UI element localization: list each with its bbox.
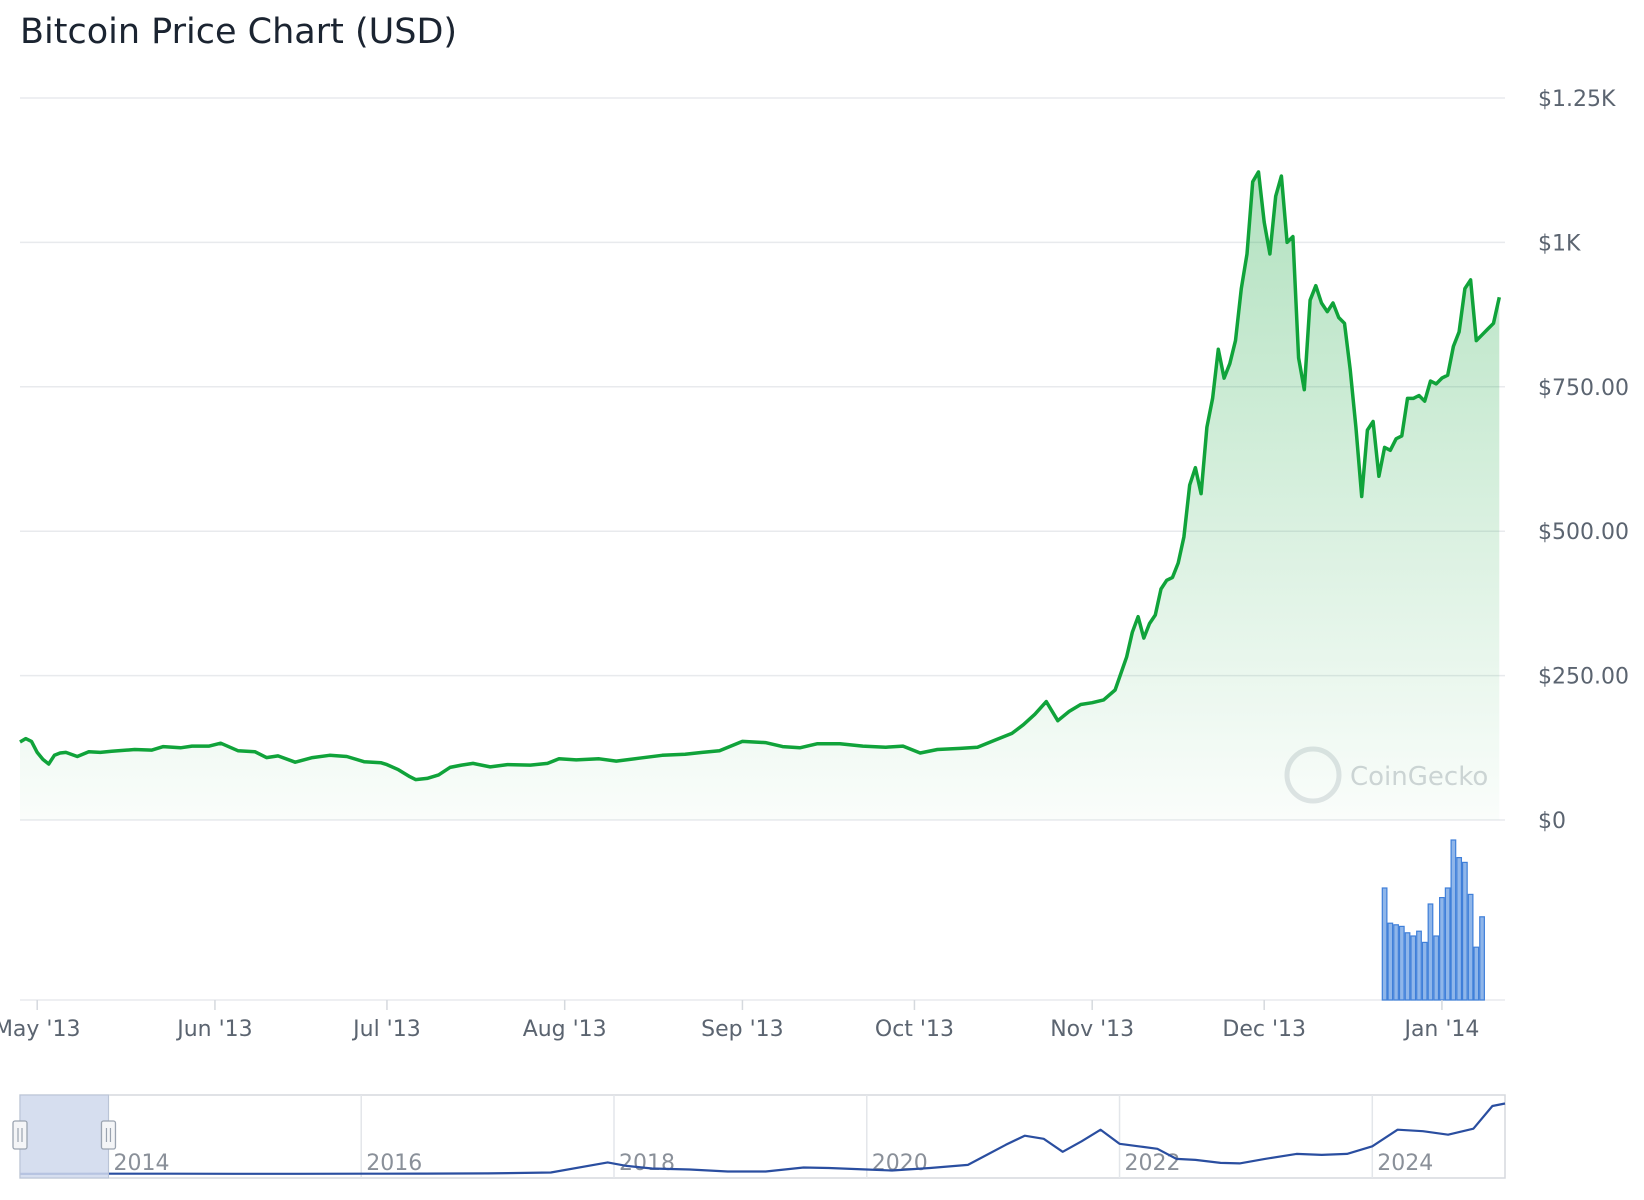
volume-bar[interactable] — [1416, 930, 1422, 1001]
volume-bar[interactable] — [1398, 925, 1405, 1001]
volume-bar[interactable] — [1404, 932, 1411, 1001]
volume-bar[interactable] — [1479, 916, 1485, 1001]
x-tick-label: Jun '13 — [175, 1017, 252, 1042]
y-tick-label: $1K — [1538, 231, 1581, 256]
price-area — [20, 171, 1500, 820]
volume-bar[interactable] — [1461, 861, 1468, 1001]
y-tick-label: $1.25K — [1538, 87, 1616, 112]
navigator-tick-label: 2016 — [366, 1151, 422, 1176]
x-tick-label: Jul '13 — [351, 1017, 421, 1042]
y-tick-label: $250.00 — [1538, 665, 1629, 690]
volume-bar[interactable] — [1473, 946, 1480, 1001]
x-tick-label: Oct '13 — [875, 1017, 954, 1042]
navigator-line — [19, 1102, 1506, 1175]
x-tick-label: Jan '14 — [1402, 1017, 1479, 1042]
volume-bar[interactable] — [1433, 935, 1440, 1001]
x-tick-label: Aug '13 — [523, 1017, 607, 1042]
handle-grip[interactable] — [12, 1120, 28, 1150]
volume-bar[interactable] — [1444, 887, 1451, 1001]
navigator-handle-left[interactable] — [12, 1120, 28, 1150]
volume-bar[interactable] — [1381, 887, 1388, 1001]
volume-bar[interactable] — [1456, 856, 1463, 1001]
y-tick-label: $500.00 — [1538, 520, 1629, 545]
volume-bar[interactable] — [1439, 896, 1445, 1001]
navigator-frame — [19, 1094, 1506, 1179]
x-axis: May '13 Jun '13 Jul '13 Aug '13 Sep '13 Oct '… — [0, 1000, 1479, 1042]
navigator-tick-label: 2018 — [619, 1151, 675, 1176]
navigator-tick-label: 2022 — [1125, 1151, 1181, 1176]
x-tick-label: Sep '13 — [701, 1017, 784, 1042]
x-tick-label: Nov '13 — [1050, 1017, 1134, 1042]
navigator-selection[interactable] — [19, 1094, 109, 1179]
volume-bar[interactable] — [1421, 941, 1428, 1001]
volume-bar[interactable] — [1393, 924, 1399, 1001]
volume-bar[interactable] — [1450, 839, 1457, 1001]
handle-grip[interactable] — [100, 1120, 117, 1150]
navigator-handle-right[interactable] — [100, 1120, 117, 1150]
y-axis: $0 $250.00 $500.00 $750.00 $1K $1.25K — [1538, 87, 1629, 834]
volume-bar[interactable] — [1410, 935, 1417, 1001]
x-tick-label: Dec '13 — [1222, 1017, 1306, 1042]
volume-bar[interactable] — [1387, 922, 1394, 1001]
y-tick-label: $750.00 — [1538, 376, 1629, 401]
navigator-tick-label: 2014 — [113, 1151, 169, 1176]
volume-bar[interactable] — [1427, 903, 1434, 1001]
navigator-tick-label: 2024 — [1377, 1151, 1433, 1176]
volume-bars — [1381, 839, 1485, 1001]
y-tick-label: $0 — [1538, 809, 1566, 834]
navigator-tick-label: 2020 — [872, 1151, 928, 1176]
navigator[interactable]: 2014 2016 2018 2020 2022 2024 — [12, 1094, 1506, 1179]
x-tick-label: May '13 — [0, 1017, 80, 1042]
price-line[interactable] — [19, 170, 1502, 782]
volume-bar[interactable] — [1467, 893, 1474, 1001]
chart-title: Bitcoin Price Chart (USD) — [20, 12, 458, 52]
